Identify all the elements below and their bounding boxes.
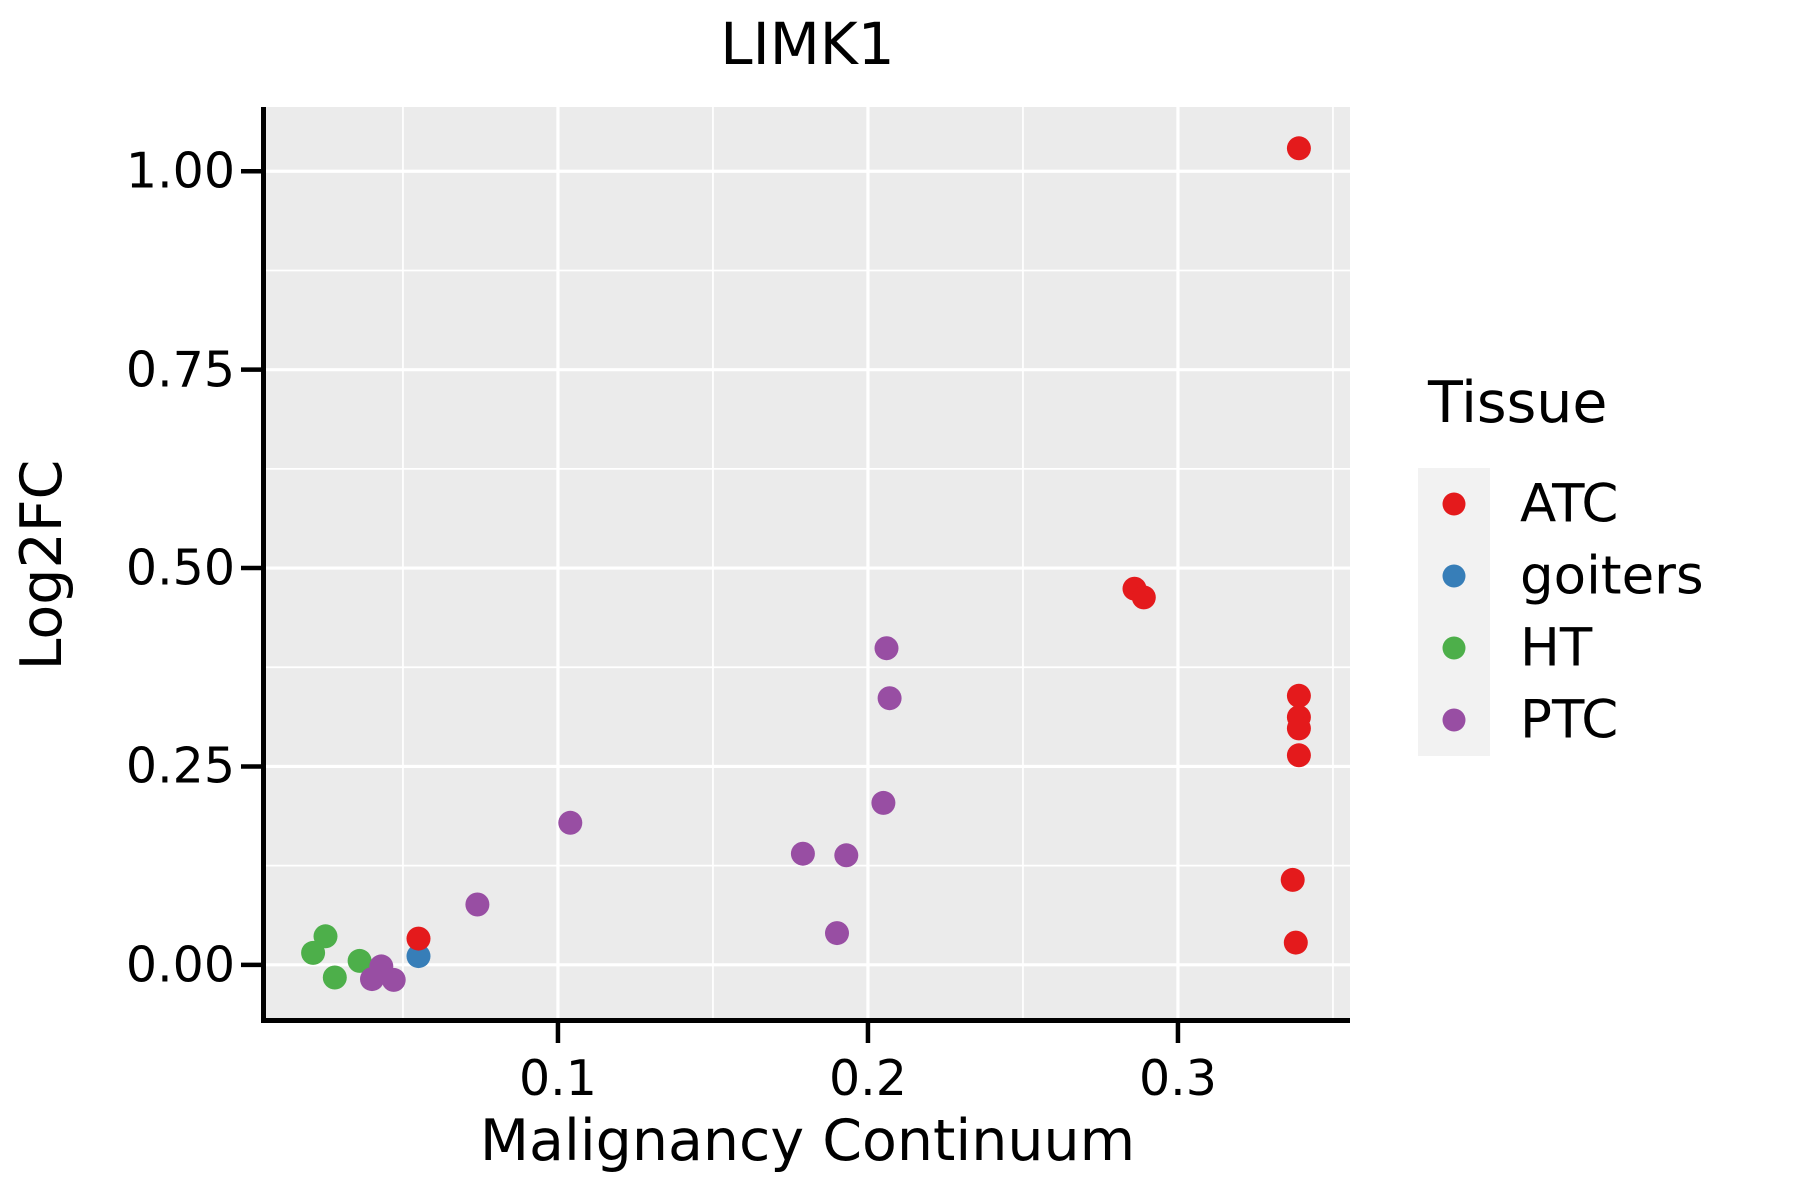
- y-tick-label-1.00: 1.00: [125, 142, 235, 200]
- x-tick-label-0.2: 0.2: [828, 1050, 907, 1107]
- data-point-goiters: [406, 944, 431, 969]
- data-point-PTC: [465, 892, 490, 917]
- data-point-ATC: [1286, 716, 1311, 741]
- legend-key-goiters: [1418, 540, 1490, 612]
- y-tick-label-0.75: 0.75: [125, 341, 235, 399]
- data-point-ATC: [1131, 585, 1156, 610]
- data-point-PTC: [877, 686, 902, 711]
- legend-dot-ATC: [1442, 492, 1466, 516]
- data-point-PTC: [871, 790, 896, 815]
- data-point-ATC: [1286, 743, 1311, 768]
- data-point-PTC: [790, 841, 815, 866]
- data-point-ATC: [1286, 683, 1311, 708]
- x-tick-label-0.3: 0.3: [1138, 1050, 1217, 1107]
- legend-key-HT: [1418, 612, 1490, 684]
- data-point-PTC: [558, 810, 583, 835]
- data-point-PTC: [834, 843, 859, 868]
- plot-title: LIMK1: [720, 10, 895, 78]
- data-point-HT: [301, 940, 326, 965]
- y-tick-label-0.25: 0.25: [125, 737, 235, 795]
- x-axis-title: Malignancy Continuum: [479, 1108, 1136, 1174]
- legend-dot-goiters: [1442, 564, 1466, 588]
- data-point-PTC: [825, 921, 849, 946]
- legend-title: Tissue: [1428, 370, 1608, 436]
- data-point-ATC: [1286, 136, 1311, 161]
- data-point-ATC: [1283, 930, 1308, 955]
- y-tick-label-0.00: 0.00: [125, 936, 235, 994]
- legend-key-ATC: [1418, 468, 1490, 540]
- legend-label-goiters: goiters: [1520, 545, 1704, 607]
- data-point-HT: [322, 965, 347, 990]
- data-point-HT: [313, 924, 338, 949]
- x-tick-label-0.1: 0.1: [518, 1050, 597, 1107]
- panel-background: [265, 107, 1350, 1018]
- legend-label-HT: HT: [1520, 617, 1593, 679]
- legend-dot-HT: [1442, 636, 1466, 660]
- data-point-HT: [347, 948, 372, 973]
- data-point-ATC: [1280, 867, 1305, 892]
- data-point-PTC: [360, 967, 384, 992]
- data-point-ATC: [406, 926, 431, 951]
- legend-label-ATC: ATC: [1520, 473, 1619, 535]
- data-point-PTC: [874, 636, 899, 661]
- legend-key-PTC: [1418, 684, 1490, 756]
- data-point-PTC: [381, 967, 406, 992]
- legend-label-PTC: PTC: [1520, 689, 1619, 751]
- y-tick-label-0.50: 0.50: [125, 539, 235, 597]
- legend-dot-PTC: [1442, 708, 1466, 732]
